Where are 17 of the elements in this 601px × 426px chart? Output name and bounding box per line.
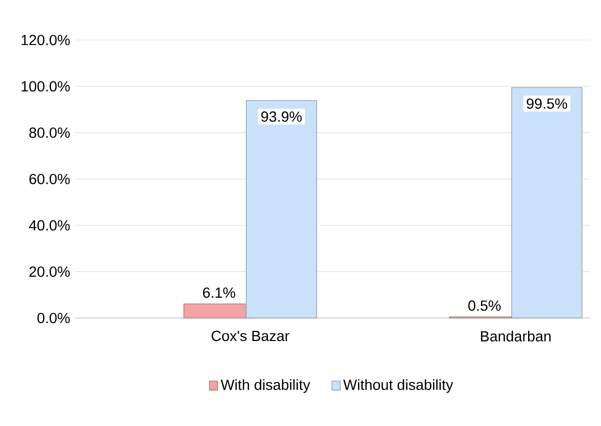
legend-label: Without disability xyxy=(343,379,454,393)
data-label: 99.5% xyxy=(526,98,568,109)
y-tick-label: 0.0% xyxy=(37,312,70,324)
data-label: 0.5% xyxy=(468,300,501,311)
y-tick-label: 60.0% xyxy=(29,174,70,184)
bar xyxy=(511,87,582,318)
bar xyxy=(246,100,317,318)
y-tick-label: 80.0% xyxy=(29,128,70,138)
y-tick-label: 120.0% xyxy=(22,34,70,46)
legend-label: With disability xyxy=(220,379,310,393)
y-tick-label: 20.0% xyxy=(29,266,70,277)
x-tick-label: Bandarban xyxy=(481,330,551,342)
x-tick-label: Cox's Bazar xyxy=(212,330,290,342)
data-label: 6.1% xyxy=(203,287,236,298)
y-tick-label: 40.0% xyxy=(29,220,70,231)
y-tick-label: 100.0% xyxy=(22,81,70,92)
data-label: 93.9% xyxy=(261,111,302,122)
